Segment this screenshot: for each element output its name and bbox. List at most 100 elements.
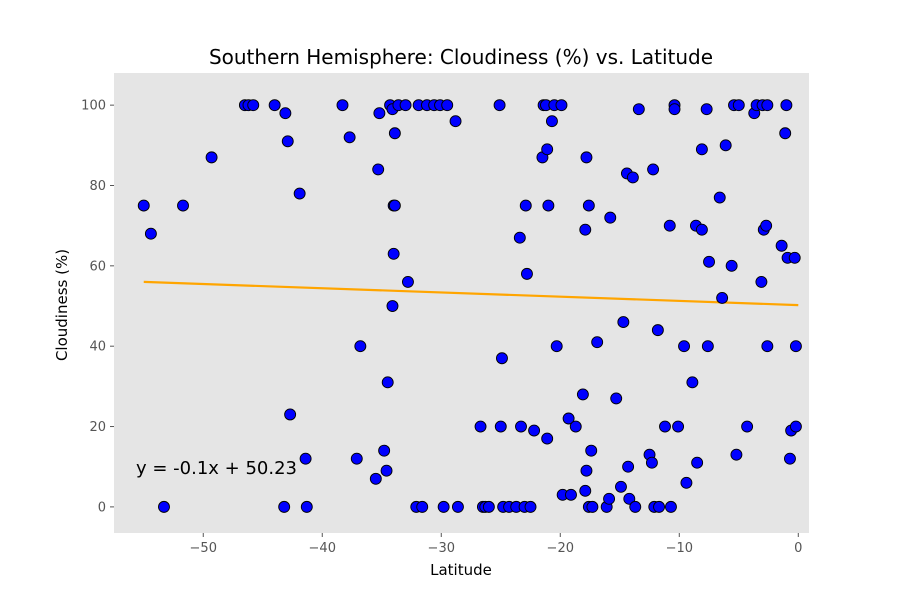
data-point: [703, 255, 715, 268]
data-point: [761, 99, 774, 112]
data-point: [542, 199, 555, 212]
x-tick-label: −10: [666, 541, 693, 556]
data-point: [586, 500, 599, 513]
data-point: [515, 420, 527, 433]
data-point: [521, 267, 533, 280]
data-point: [437, 500, 450, 513]
data-point: [622, 460, 635, 473]
regression-line: [143, 280, 799, 307]
data-point: [580, 464, 593, 477]
data-point: [268, 99, 281, 112]
data-point: [603, 492, 616, 505]
data-point: [369, 472, 382, 485]
data-point: [541, 432, 554, 445]
data-point: [629, 500, 642, 513]
data-point: [350, 452, 363, 465]
x-tick-label: −20: [547, 541, 574, 556]
data-point: [686, 376, 699, 389]
data-point: [565, 488, 577, 501]
data-point: [373, 107, 386, 120]
data-point: [399, 99, 412, 112]
x-tick-label: −40: [309, 541, 336, 556]
data-points: [137, 99, 802, 513]
data-point: [741, 420, 754, 433]
y-tick-label: 40: [89, 340, 106, 355]
data-point: [386, 300, 399, 312]
data-point: [680, 476, 693, 489]
y-tick-label: 20: [89, 420, 106, 435]
data-point: [493, 99, 506, 112]
data-point: [205, 151, 218, 164]
data-point: [784, 452, 796, 465]
data-point: [730, 448, 743, 461]
data-point: [381, 376, 394, 389]
data-point: [672, 420, 685, 433]
data-point: [645, 456, 658, 469]
data-point: [579, 484, 592, 497]
data-point: [700, 103, 713, 116]
data-point: [354, 340, 367, 353]
data-point: [388, 127, 401, 140]
data-point: [545, 115, 558, 128]
data-point: [380, 464, 393, 477]
data-point: [701, 340, 714, 353]
x-tick-label: −50: [190, 541, 217, 556]
data-point: [775, 239, 788, 252]
data-point: [158, 500, 170, 513]
data-point: [668, 103, 681, 116]
data-point: [482, 500, 495, 513]
data-point: [653, 500, 666, 513]
data-point: [617, 316, 630, 329]
data-point: [550, 340, 563, 353]
data-point: [732, 99, 745, 112]
data-point: [177, 199, 189, 212]
data-point: [659, 420, 671, 433]
data-point: [623, 492, 636, 505]
x-tick-label: −30: [428, 541, 455, 556]
y-axis-label: Cloudiness (%): [53, 249, 71, 361]
data-point: [387, 247, 400, 260]
data-point: [562, 412, 575, 425]
data-point: [713, 191, 726, 204]
regression-equation: y = -0.1x + 50.23: [136, 458, 297, 479]
y-tick-label: 100: [81, 99, 106, 114]
x-tick-label: 0: [794, 541, 802, 556]
data-point: [247, 99, 260, 112]
data-point: [343, 131, 356, 144]
data-point: [494, 420, 507, 433]
data-point: [513, 231, 526, 244]
data-point: [144, 227, 157, 240]
data-point: [441, 99, 454, 112]
data-point: [755, 275, 768, 288]
data-point: [279, 107, 292, 120]
data-point: [761, 340, 774, 353]
data-point: [555, 99, 568, 112]
data-point: [789, 340, 802, 353]
data-point: [449, 115, 462, 128]
data-point: [760, 219, 773, 232]
data-point: [789, 420, 802, 433]
data-point: [519, 199, 532, 212]
data-point: [615, 480, 627, 493]
data-point: [725, 259, 738, 272]
data-point: [716, 292, 729, 304]
data-point: [779, 127, 792, 140]
data-point: [401, 275, 414, 288]
data-point: [541, 143, 554, 156]
data-point: [579, 223, 592, 236]
data-point: [451, 500, 464, 513]
data-point: [580, 151, 593, 164]
data-point: [678, 340, 690, 353]
data-point: [663, 219, 676, 232]
data-point: [278, 500, 291, 513]
data-point: [626, 171, 639, 184]
data-point: [378, 444, 391, 457]
y-axis: 0 20 40 60 80 100: [81, 99, 114, 515]
data-point: [695, 143, 708, 156]
data-point: [299, 452, 312, 465]
y-tick-label: 80: [89, 179, 106, 194]
data-point: [293, 187, 306, 200]
data-point: [582, 199, 595, 212]
y-tick-label: 60: [89, 259, 106, 274]
